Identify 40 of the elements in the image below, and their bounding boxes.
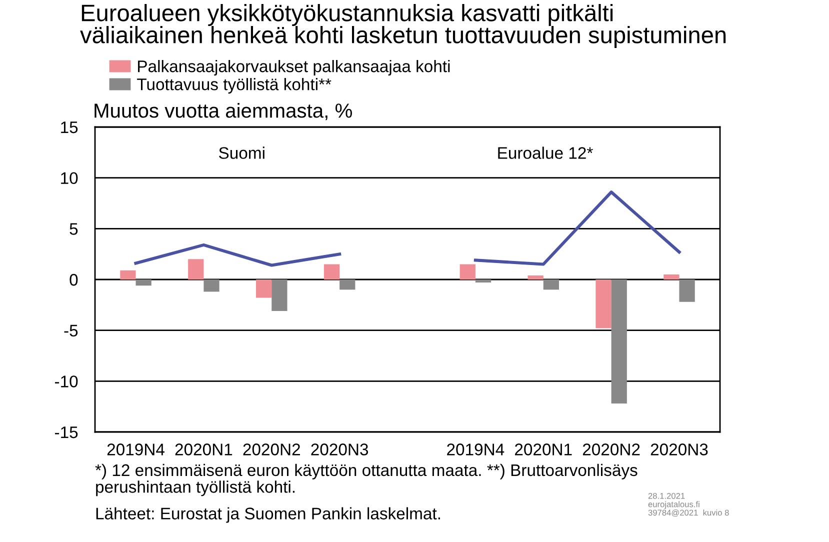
- y-tick-label: 15: [61, 122, 78, 134]
- y-axis-title: Muutos vuotta aiemmasta, %: [94, 103, 352, 120]
- x-tick-label: 2020N2: [582, 444, 640, 456]
- x-tick-label: 2019N4: [107, 444, 164, 456]
- bar: [136, 280, 152, 286]
- x-tick-label: 2020N1: [175, 444, 232, 456]
- x-tick-label: 2020N3: [311, 444, 368, 456]
- x-tick-label: 2020N3: [650, 444, 708, 456]
- annotation: Euroalue 12*: [498, 146, 593, 159]
- bar: [272, 280, 288, 312]
- bar: [611, 280, 627, 404]
- y-tick-label: -15: [54, 426, 78, 438]
- y-tick-label: -10: [54, 376, 78, 388]
- bar: [204, 280, 220, 292]
- chart-title: Euroalueen yksikkötyökustannuksia kasvatti pitkälti väliaikainen henkeä kohti lasketun tuottavuuden supistuminen: [80, 4, 726, 48]
- x-tick-label: 2020N1: [515, 444, 572, 456]
- bar: [324, 264, 340, 280]
- bar: [664, 274, 680, 280]
- bar: [543, 280, 559, 290]
- bar: [460, 264, 476, 280]
- x-tick-label: 2020N2: [243, 444, 300, 456]
- text: 28.1.2021 eurojatalous.fi 39784@2021 kuvio 8: [648, 492, 729, 517]
- bar: [596, 280, 612, 328]
- bar: [340, 280, 356, 290]
- bar: [188, 259, 204, 280]
- annotation: Suomi: [219, 146, 264, 159]
- legend-label: Tuottavuus työllistä kohti**: [137, 78, 332, 94]
- y-tick-label: 10: [61, 172, 78, 184]
- bar: [475, 280, 492, 283]
- legend-label: Palkansaajakorvaukset palkansaajaa kohti: [138, 60, 450, 76]
- bar: [528, 275, 544, 280]
- bar: [120, 270, 136, 280]
- text: *) 12 ensimmäisenä euron käyttöön ottanutta maata. **) Bruttoarvonlisäys perushintaan työllistä kohti.: [95, 464, 638, 496]
- bar: [679, 280, 695, 302]
- y-tick-label: -5: [64, 324, 78, 337]
- x-tick-label: 2019N4: [447, 444, 504, 456]
- text: Lähteet: Eurostat ja Suomen Pankin laskelmat.: [96, 507, 440, 523]
- bar: [256, 280, 272, 298]
- y-tick-label: 5: [70, 223, 78, 235]
- y-tick-label: 0: [70, 274, 78, 286]
